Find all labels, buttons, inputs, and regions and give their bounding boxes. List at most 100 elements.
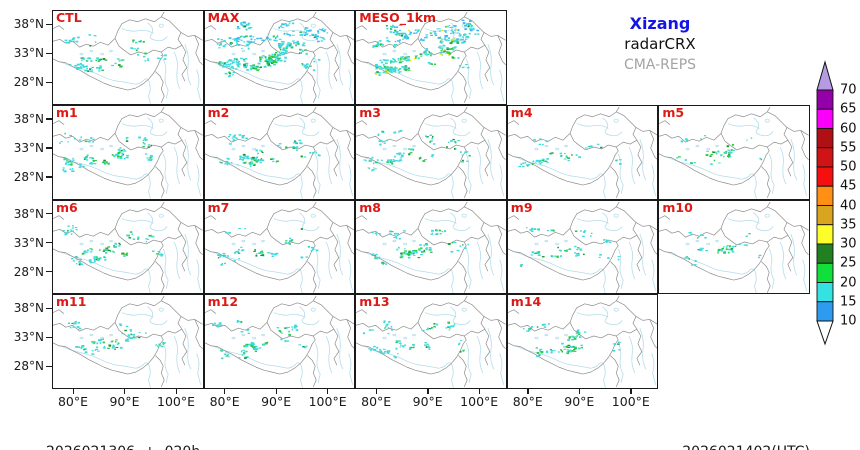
panel-label-m1: m1 [56,104,78,120]
panel-m10: m10 [658,199,810,295]
panel-label-m14: m14 [510,294,542,310]
panel-m12: m12 [203,294,356,389]
lat-label: 28°N [13,264,44,279]
panel-label-m10: m10 [662,199,693,215]
panel-m2: m2 [203,104,356,200]
lon-label: 100°E [156,394,196,409]
panel-m6: m6 [52,199,204,295]
panel-MESO_1km: MESO_1km [355,10,507,105]
colorbar-tick-label: 65 [840,101,857,117]
valid-time-text: 2026021402(UTC) 2026021410(CST) [590,406,810,450]
map-m7 [204,201,355,294]
panel-m9: m9 [506,199,659,295]
panel-MAX: MAX [203,10,356,105]
lat-label: 33°N [13,140,44,155]
colorbar-tick-label: 70 [840,82,857,98]
colorbar-tick-label: 40 [840,198,857,213]
lon-tick [578,389,581,394]
lon-label: 90°E [564,394,595,409]
panel-m4: m4 [506,104,659,200]
panel-label-m12: m12 [207,294,239,310]
lon-label: 100°E [308,394,347,409]
lon-label: 90°E [109,394,140,409]
panel-m1: m1 [52,104,204,200]
panel-m8: m8 [355,199,507,295]
map-m2 [204,106,355,199]
panel-label-m4: m4 [510,104,533,120]
lat-tick [46,271,52,273]
panel-label-MESO_1km: MESO_1km [359,10,437,25]
panel-CTL: CTL [52,10,204,105]
panel-m3: m3 [355,104,507,200]
lon-label: 100°E [460,394,499,409]
lat-label: 28°N [13,169,44,184]
lat-tick [46,242,52,244]
product-title: radarCRX [624,35,696,53]
lat-label: 38°N [13,111,44,126]
map-m1 [53,106,203,199]
lat-label: 38°N [13,206,44,221]
lon-tick [175,389,177,394]
colorbar-tick-label: 60 [840,121,857,136]
panel-m5: m5 [658,104,810,200]
panel-label-m7: m7 [207,199,230,215]
map-m10 [659,201,809,294]
lon-tick [224,389,226,394]
lon-tick [72,389,74,394]
colorbar-tick-label: 10 [840,313,857,329]
map-MESO_1km [356,11,506,104]
map-m3 [356,106,506,199]
lon-label: 80°E [361,394,392,409]
lat-tick [46,336,52,339]
colorbar-tick-label: 30 [840,236,857,252]
map-m5 [659,106,809,199]
lat-tick [46,81,52,83]
lon-tick [527,389,529,394]
map-m9 [507,201,658,294]
lon-label: 90°E [261,394,292,409]
lat-tick [46,176,52,178]
lat-label: 33°N [13,235,44,250]
lon-tick [478,389,481,394]
colorbar-tick-label: 55 [840,140,857,156]
map-m11 [53,296,203,388]
init-time-line-1: 2026021306 + 020h [46,443,200,450]
lon-label: 80°E [209,394,240,409]
colorbar-tick-label: 50 [840,159,857,175]
panel-m13: m13 [355,294,507,389]
map-m14 [507,296,658,388]
panel-label-m9: m9 [510,199,533,215]
lat-label: 33°N [13,46,44,60]
lat-label: 28°N [13,359,44,374]
valid-time-line-1: 2026021402(UTC) [590,443,810,450]
lat-tick [46,147,52,149]
lat-label: 28°N [13,75,44,89]
panel-label-m8: m8 [359,199,381,215]
panel-label-MAX: MAX [207,10,240,25]
colorbar-tick-label: 25 [840,255,857,271]
panel-label-m6: m6 [56,199,78,215]
colorbar-svg [816,60,834,346]
map-m6 [53,201,203,294]
map-MAX [204,11,355,104]
panel-m14: m14 [506,294,659,389]
colorbar-tick-label: 20 [840,275,857,290]
lat-tick [46,23,52,25]
system-title: CMA-REPS [623,57,697,73]
map-m4 [507,106,658,199]
lon-label: 80°E [57,394,89,409]
panel-label-m11: m11 [56,294,87,310]
panel-m11: m11 [52,294,204,389]
map-m13 [356,296,506,388]
map-m8 [356,201,506,294]
lon-tick [327,389,329,394]
init-time-text: 2026021306 + 020h 2026021314 + 020h [46,406,200,450]
lat-tick [46,52,52,54]
panel-label-m5: m5 [662,104,685,120]
lat-tick [46,118,52,120]
lon-tick [124,389,126,394]
map-CTL [53,11,203,104]
lat-tick [46,365,52,368]
panel-label-m13: m13 [359,294,390,310]
